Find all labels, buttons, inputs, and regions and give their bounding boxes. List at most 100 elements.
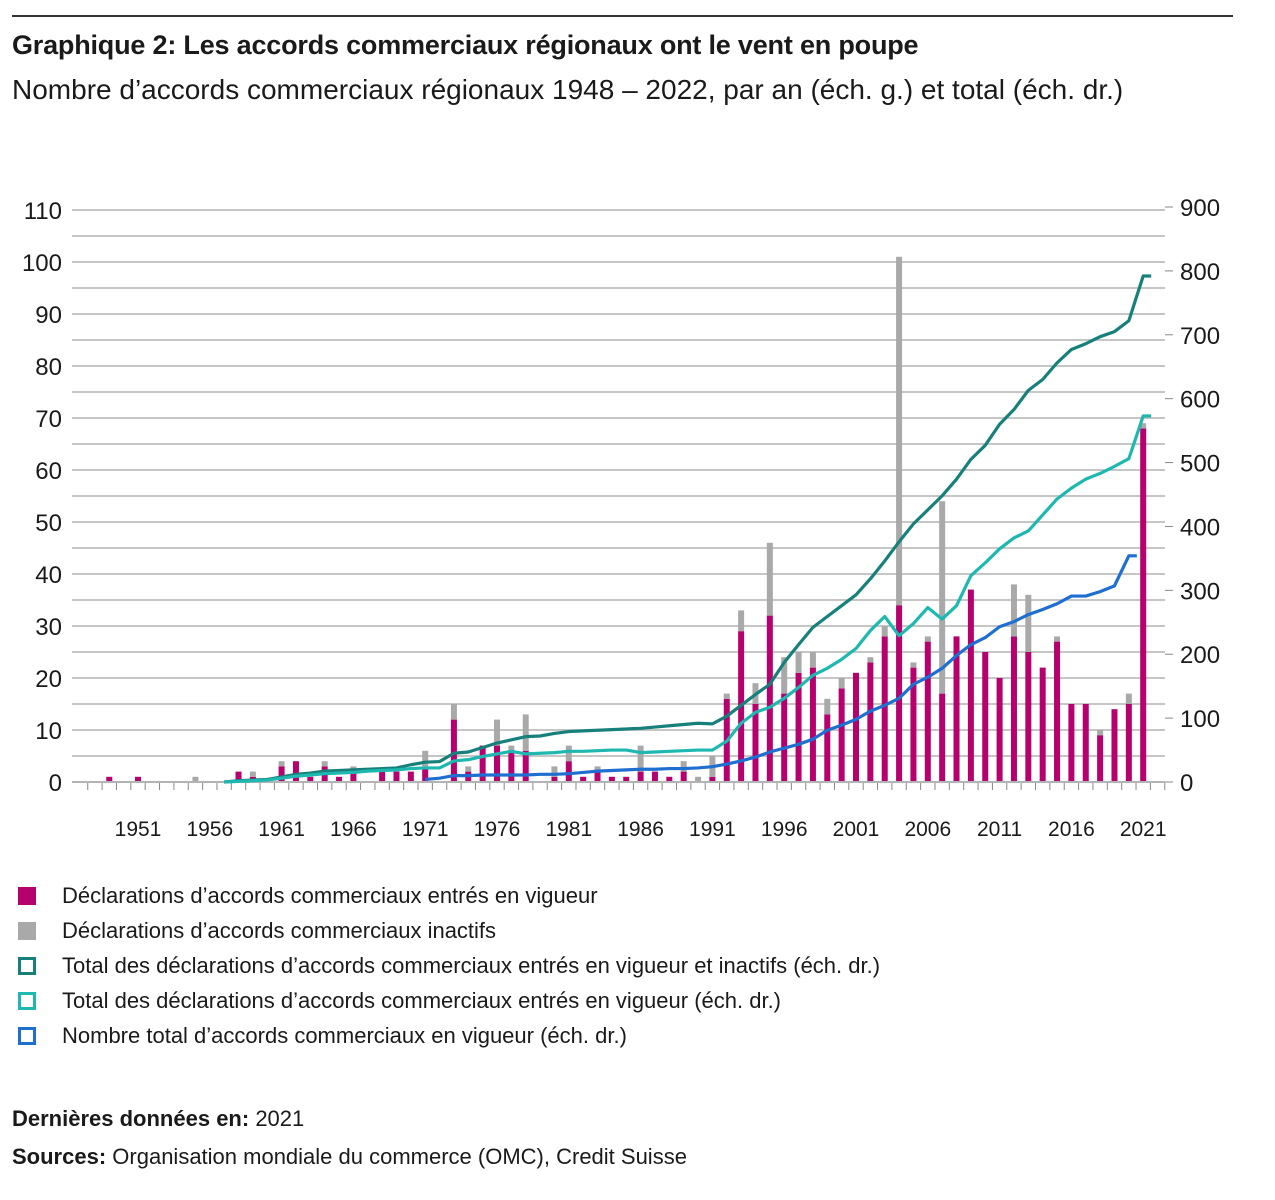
bar-active xyxy=(307,776,314,782)
legend-swatch-in-force xyxy=(18,1026,36,1045)
bar-active xyxy=(1010,636,1017,782)
right-axis-tick-label: 500 xyxy=(1180,451,1220,478)
bar-inactive xyxy=(508,745,515,751)
bar-active xyxy=(651,771,658,782)
bar-active xyxy=(1111,709,1118,782)
bar-active xyxy=(292,761,299,782)
left-axis-tick-label: 10 xyxy=(35,718,62,745)
left-axis-tick-label: 30 xyxy=(35,614,62,641)
bar-active xyxy=(1039,667,1046,782)
bar-inactive xyxy=(824,698,831,715)
x-axis-tick-label: 1986 xyxy=(617,818,664,841)
bar-inactive xyxy=(1140,423,1147,429)
chart-subtitle: Nombre d’accords commerciaux régionaux 1… xyxy=(12,74,1124,105)
bar-inactive xyxy=(723,693,730,699)
bar-active xyxy=(1097,735,1104,782)
bar-active xyxy=(982,652,989,782)
bar-inactive xyxy=(1097,730,1104,736)
bar-active xyxy=(379,771,386,782)
line-total-all xyxy=(224,274,1152,784)
bar-inactive xyxy=(939,501,946,694)
legend-swatch-active xyxy=(18,886,36,905)
footer-last-data: Dernières données en: 2021 xyxy=(12,1106,304,1132)
bar-active xyxy=(637,771,644,782)
left-axis-tick-label: 80 xyxy=(35,354,62,381)
legend-label: Total des déclarations d’accords commerc… xyxy=(62,952,881,978)
bar-inactive xyxy=(695,776,702,782)
bar-active xyxy=(565,761,572,782)
bar-active xyxy=(594,771,601,782)
bar-inactive xyxy=(910,662,917,668)
chart-title: Graphique 2: Les accords commerciaux rég… xyxy=(12,30,919,60)
bar-inactive xyxy=(594,766,601,772)
bar-active xyxy=(1082,704,1089,782)
bar-active xyxy=(766,615,773,782)
bar-active xyxy=(450,719,457,782)
left-axis-tick-label: 90 xyxy=(35,302,62,329)
right-axis-tick-label: 200 xyxy=(1180,642,1220,669)
bar-inactive xyxy=(321,761,328,767)
x-axis-tick-label: 1961 xyxy=(258,818,305,841)
bar-active xyxy=(1025,652,1032,782)
bar-inactive xyxy=(551,766,558,777)
bar-inactive xyxy=(1010,584,1017,637)
x-axis-tick-label: 1981 xyxy=(545,818,592,841)
bar-inactive xyxy=(422,750,429,767)
bar-active xyxy=(508,750,515,782)
right-axis-tick-label: 100 xyxy=(1180,706,1220,733)
right-axis-tick-label: 0 xyxy=(1180,770,1193,797)
x-axis-tick-label: 1991 xyxy=(689,818,736,841)
bar-inactive xyxy=(838,678,845,689)
line-total-active xyxy=(224,414,1152,784)
right-axis-tick-label: 700 xyxy=(1180,323,1220,350)
right-axis-tick-label: 300 xyxy=(1180,578,1220,605)
bar-active xyxy=(393,771,400,782)
line-in-force xyxy=(425,554,1137,782)
footer-sources: Sources: Organisation mondiale du commer… xyxy=(12,1144,687,1170)
x-axis-tick-label: 2021 xyxy=(1120,818,1167,841)
bar-inactive xyxy=(738,610,745,632)
x-axis-tick-label: 2016 xyxy=(1048,818,1095,841)
bar-active xyxy=(623,776,630,782)
bar-active xyxy=(350,771,357,782)
bar-inactive xyxy=(924,636,931,642)
bar-active xyxy=(479,745,486,782)
legend-swatch-total-all xyxy=(18,956,36,975)
bar-active xyxy=(336,776,343,782)
bar-active xyxy=(235,771,242,782)
bar-active xyxy=(106,776,113,782)
bar-active xyxy=(680,771,687,782)
bar-inactive xyxy=(1054,636,1061,642)
bar-active xyxy=(824,714,831,782)
bar-active xyxy=(896,605,903,782)
bar-active xyxy=(1140,428,1147,782)
bar-active xyxy=(924,641,931,782)
legend-item-total-all: Total des déclarations d’accords commerc… xyxy=(18,948,880,983)
last-data-label: Dernières données en: xyxy=(12,1106,250,1131)
legend-item-inactive: Déclarations d’accords commerciaux inact… xyxy=(18,913,880,948)
x-axis-tick-label: 1956 xyxy=(186,818,233,841)
legend-item-total-active: Total des déclarations d’accords commerc… xyxy=(18,983,880,1018)
bar-active xyxy=(953,636,960,782)
bar-active xyxy=(881,636,888,782)
chart-area: 0 10 20 30 40 50 60 70 80 90 100 110 0 100 200 300 400 50… xyxy=(22,195,1220,841)
bar-active xyxy=(867,662,874,782)
left-axis-tick-label: 20 xyxy=(35,666,62,693)
bar-active xyxy=(1068,704,1075,782)
right-axis-tick-label: 400 xyxy=(1180,514,1220,541)
legend-swatch-inactive xyxy=(18,921,36,940)
bar-active xyxy=(135,776,141,782)
bar-active xyxy=(853,672,859,782)
bar-active xyxy=(422,766,429,782)
bar-active xyxy=(967,589,974,782)
bar-active xyxy=(580,776,587,782)
x-axis-tick-label: 1976 xyxy=(474,818,521,841)
bar-inactive xyxy=(494,719,500,746)
bar-active xyxy=(709,776,716,782)
left-axis-tick-label: 110 xyxy=(24,198,62,225)
bar-inactive xyxy=(881,626,888,637)
left-axis-tick-label: 0 xyxy=(49,770,62,797)
top-rule xyxy=(12,15,1233,17)
left-axis-tick-label: 60 xyxy=(35,458,62,485)
x-axis-tick-label: 2001 xyxy=(833,818,880,841)
